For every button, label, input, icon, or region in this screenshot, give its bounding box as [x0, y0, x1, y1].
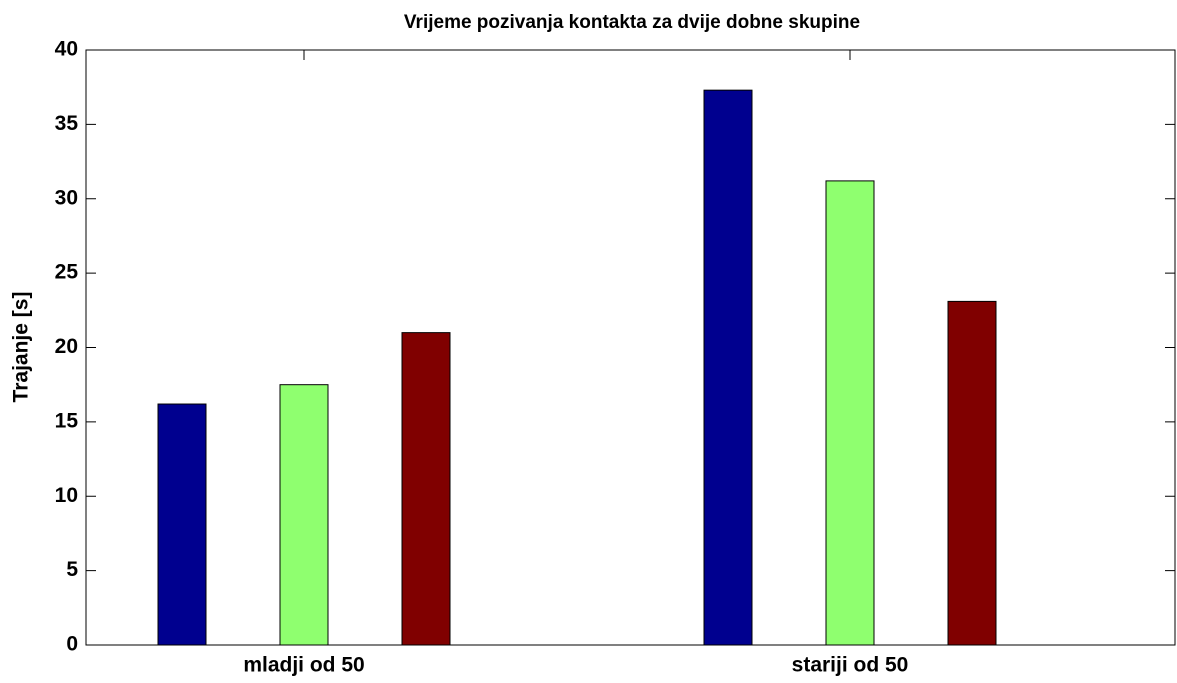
x-tick-label: mladji od 50 — [243, 654, 364, 677]
bar — [703, 89, 753, 646]
y-tick-label: 40 — [55, 38, 78, 61]
bar — [279, 384, 329, 646]
bar — [401, 332, 451, 646]
y-tick-label: 20 — [55, 335, 78, 358]
y-tick-label: 10 — [55, 484, 78, 507]
y-tick-label: 15 — [55, 409, 79, 432]
bar — [157, 403, 207, 646]
y-axis-label: Trajanje [s] — [10, 292, 33, 403]
y-tick-label: 25 — [55, 261, 79, 284]
y-tick-label: 0 — [66, 633, 78, 656]
y-tick-label: 35 — [55, 112, 79, 135]
bar — [825, 180, 875, 646]
x-tick-label: stariji od 50 — [792, 654, 909, 677]
chart-title: Vrijeme pozivanja kontakta za dvije dobn… — [404, 12, 860, 33]
y-tick-label: 5 — [66, 558, 78, 581]
bar — [947, 300, 997, 646]
y-tick-label: 30 — [55, 186, 78, 209]
